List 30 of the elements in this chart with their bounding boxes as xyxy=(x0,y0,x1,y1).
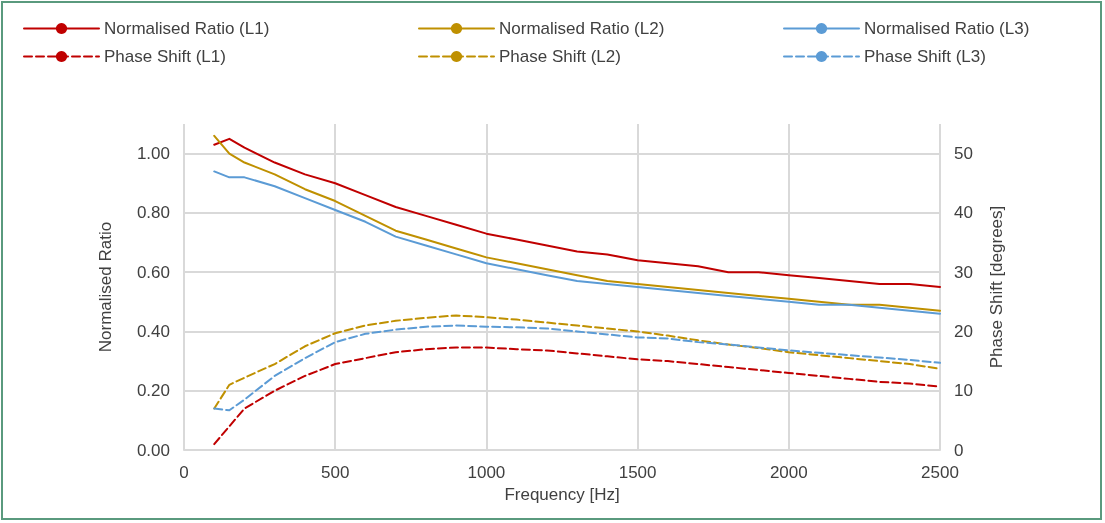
legend-label: Phase Shift (L3) xyxy=(864,47,986,66)
x-tick-label: 500 xyxy=(321,463,350,482)
x-axis-title: Frequency [Hz] xyxy=(504,484,620,504)
x-tick-label: 1500 xyxy=(618,463,657,482)
y-tick-label: 0.80 xyxy=(136,203,170,223)
legend-label: Phase Shift (L2) xyxy=(499,47,621,66)
y-tick-label: 0.40 xyxy=(136,321,170,341)
x-tick-label: 0 xyxy=(179,463,189,482)
legend-label: Phase Shift (L1) xyxy=(104,47,226,66)
x-tick-label: 1000 xyxy=(467,463,506,482)
x-tick-label: 2000 xyxy=(769,463,808,482)
legend-label: Normalised Ratio (L1) xyxy=(104,19,270,38)
legend-label: Normalised Ratio (L3) xyxy=(864,19,1030,38)
y2-tick-label: 40 xyxy=(954,203,973,223)
y-tick-label: 0.20 xyxy=(136,381,170,401)
line-series xyxy=(213,134,941,312)
y-tick-label: 1.00 xyxy=(136,144,170,164)
y-axis-title: Normalised Ratio xyxy=(96,221,115,353)
y2-tick-label: 30 xyxy=(954,262,973,282)
y2-tick-label: 0 xyxy=(954,440,964,460)
line-series xyxy=(213,137,941,288)
y2-tick-label: 20 xyxy=(954,321,973,341)
y2-tick-label: 10 xyxy=(954,381,973,401)
y2-tick-label: 50 xyxy=(954,144,973,164)
y-tick-label: 0.60 xyxy=(136,262,170,282)
y-tick-label: 0.00 xyxy=(136,440,170,460)
legend-label: Normalised Ratio (L2) xyxy=(499,19,665,38)
x-tick-label: 2500 xyxy=(921,463,959,482)
line-series xyxy=(213,170,941,315)
y2-axis-title: Phase Shift [degrees] xyxy=(987,205,1006,369)
